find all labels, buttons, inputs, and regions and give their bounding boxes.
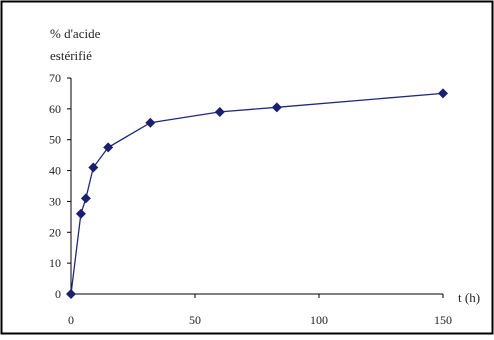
y-tick-label: 50 xyxy=(49,133,61,147)
x-tick-label: 100 xyxy=(310,313,328,327)
y-axis-label-line1: % d'acide xyxy=(50,26,101,41)
y-tick-label: 0 xyxy=(55,287,61,301)
x-axis-label: t (h) xyxy=(458,290,480,305)
y-tick-label: 20 xyxy=(49,225,61,239)
y-tick-label: 60 xyxy=(49,102,61,116)
data-point-marker xyxy=(145,117,156,128)
y-tick-label: 70 xyxy=(49,71,61,85)
data-point-marker xyxy=(75,208,86,219)
tick-labels: 0 10 20 30 40 50 60 70 0 50 100 150 xyxy=(49,71,452,327)
data-point-marker xyxy=(214,106,225,117)
x-tick-label: 50 xyxy=(189,313,201,327)
x-tick-label: 150 xyxy=(434,313,452,327)
y-tick-label: 30 xyxy=(49,194,61,208)
data-point-marker xyxy=(80,193,91,204)
data-point-marker xyxy=(103,142,114,153)
series-line xyxy=(70,92,444,295)
data-point-marker xyxy=(88,162,99,173)
y-tick-label: 40 xyxy=(49,164,61,178)
y-tick-label: 10 xyxy=(49,256,61,270)
axes xyxy=(67,77,444,298)
data-point-marker xyxy=(271,102,282,113)
y-axis-label-line2: estérifié xyxy=(50,48,92,63)
data-point-marker xyxy=(438,88,448,99)
data-point-marker xyxy=(66,289,76,299)
series-group xyxy=(66,88,448,299)
x-tick-label: 0 xyxy=(68,313,74,327)
